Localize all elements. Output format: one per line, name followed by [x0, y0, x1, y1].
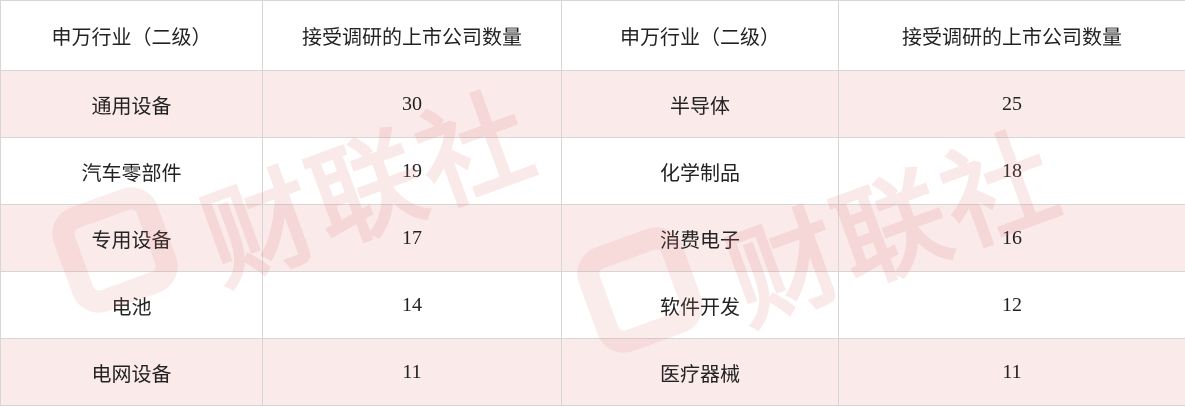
- count-cell: 14: [262, 271, 562, 339]
- header-row: 申万行业（二级） 接受调研的上市公司数量 申万行业（二级） 接受调研的上市公司数量: [0, 0, 1185, 71]
- industry-cell: 通用设备: [0, 70, 263, 138]
- industry-cell: 消费电子: [561, 204, 839, 272]
- industry-cell: 电池: [0, 271, 263, 339]
- table-row: 电网设备 11 医疗器械 11: [0, 338, 1185, 406]
- industry-cell: 电网设备: [0, 338, 263, 406]
- header-cell: 申万行业（二级）: [561, 0, 839, 71]
- industry-cell: 软件开发: [561, 271, 839, 339]
- industry-cell: 汽车零部件: [0, 137, 263, 205]
- table-body: 通用设备 30 半导体 25 汽车零部件 19 化学制品 18 专用设备 17 消费电子 16 电池 14…: [0, 70, 1185, 406]
- industry-cell: 医疗器械: [561, 338, 839, 406]
- count-cell: 11: [838, 338, 1185, 406]
- count-cell: 16: [838, 204, 1185, 272]
- count-cell: 30: [262, 70, 562, 138]
- table-row: 专用设备 17 消费电子 16: [0, 204, 1185, 272]
- count-cell: 25: [838, 70, 1185, 138]
- industry-cell: 专用设备: [0, 204, 263, 272]
- industry-cell: 化学制品: [561, 137, 839, 205]
- header-cell: 接受调研的上市公司数量: [838, 0, 1185, 71]
- header-cell: 接受调研的上市公司数量: [262, 0, 562, 71]
- table-row: 汽车零部件 19 化学制品 18: [0, 137, 1185, 205]
- count-cell: 19: [262, 137, 562, 205]
- industry-cell: 半导体: [561, 70, 839, 138]
- table-row: 通用设备 30 半导体 25: [0, 70, 1185, 138]
- count-cell: 18: [838, 137, 1185, 205]
- count-cell: 12: [838, 271, 1185, 339]
- table-row: 电池 14 软件开发 12: [0, 271, 1185, 339]
- count-cell: 11: [262, 338, 562, 406]
- header-cell: 申万行业（二级）: [0, 0, 263, 71]
- count-cell: 17: [262, 204, 562, 272]
